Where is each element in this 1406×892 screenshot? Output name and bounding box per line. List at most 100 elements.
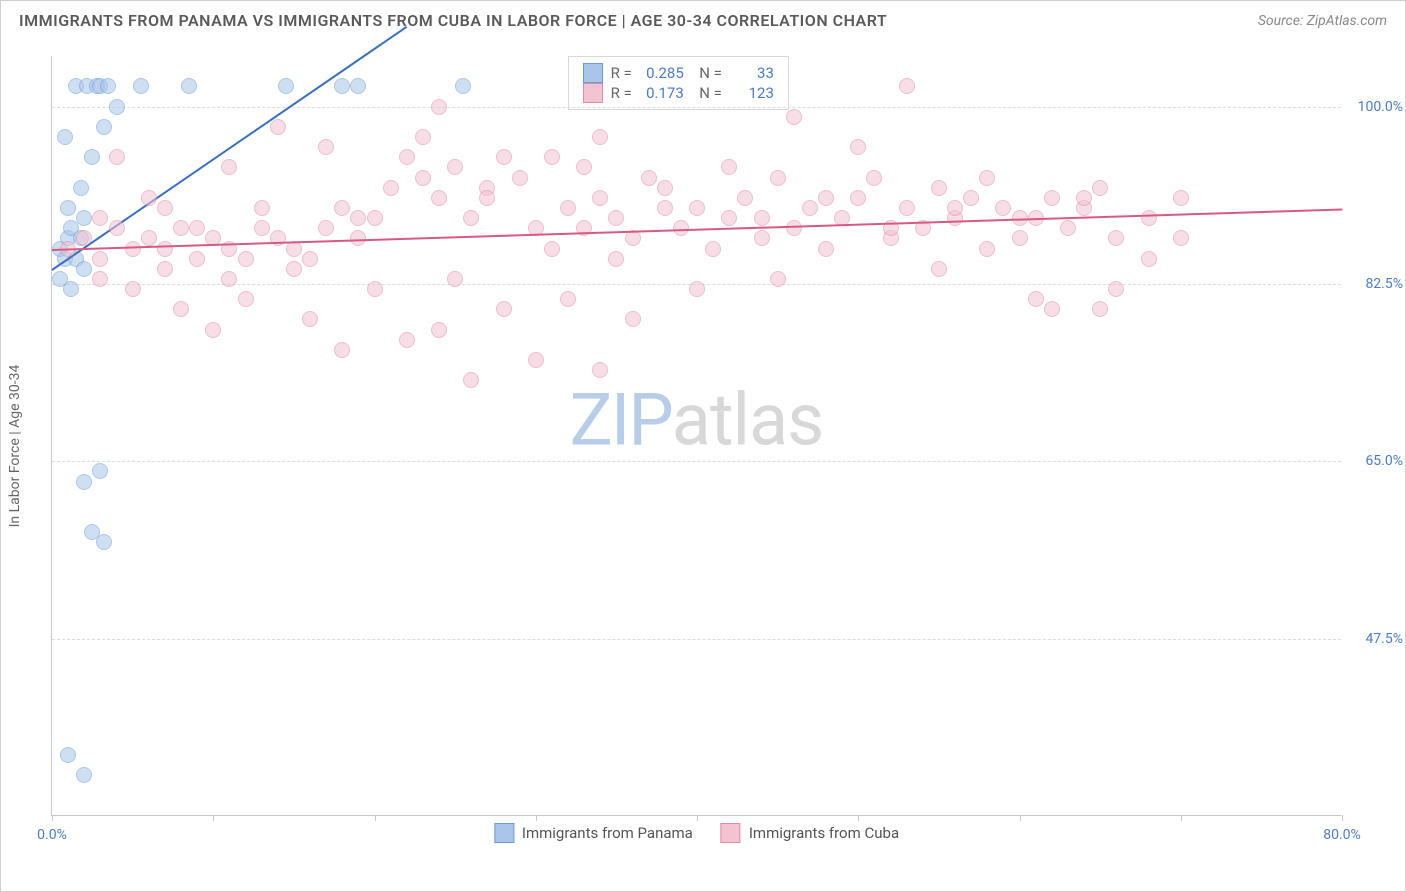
scatter-point [141, 190, 157, 206]
scatter-point [76, 261, 92, 277]
scatter-point [270, 119, 286, 135]
swatch-cuba [583, 83, 603, 103]
xtick [1181, 815, 1182, 821]
scatter-point [754, 230, 770, 246]
gridline-h [52, 639, 1341, 640]
stats-legend-box: R = 0.285 N = 33 R = 0.173 N = 123 [568, 56, 789, 110]
scatter-point [802, 200, 818, 216]
scatter-point [721, 159, 737, 175]
gridline-h [52, 107, 1341, 108]
scatter-point [899, 200, 915, 216]
scatter-point [157, 261, 173, 277]
scatter-point [689, 200, 705, 216]
scatter-point [608, 251, 624, 267]
scatter-point [1108, 281, 1124, 297]
scatter-point [947, 200, 963, 216]
stats-r-label: R = [611, 64, 632, 82]
scatter-point [1044, 301, 1060, 317]
scatter-point [608, 210, 624, 226]
scatter-point [641, 170, 657, 186]
scatter-point [383, 180, 399, 196]
scatter-point [173, 301, 189, 317]
watermark: ZIPatlas [570, 378, 824, 463]
scatter-point [850, 139, 866, 155]
scatter-point [302, 311, 318, 327]
scatter-point [334, 78, 350, 94]
scatter-point [286, 261, 302, 277]
chart-source: Source: ZipAtlas.com [1258, 13, 1387, 29]
scatter-point [76, 767, 92, 783]
xtick [1020, 815, 1021, 821]
scatter-point [1108, 230, 1124, 246]
scatter-point [76, 474, 92, 490]
xtick-label: 80.0% [1323, 827, 1361, 843]
scatter-point [302, 251, 318, 267]
xtick [536, 815, 537, 821]
scatter-point [60, 747, 76, 763]
stats-r-cuba: 0.173 [640, 84, 684, 102]
scatter-point [334, 200, 350, 216]
scatter-point [141, 230, 157, 246]
scatter-point [399, 332, 415, 348]
scatter-point [350, 78, 366, 94]
scatter-point [350, 210, 366, 226]
scatter-point [770, 170, 786, 186]
scatter-point [818, 190, 834, 206]
scatter-point [1092, 180, 1108, 196]
scatter-point [254, 220, 270, 236]
scatter-point [100, 78, 116, 94]
scatter-point [205, 322, 221, 338]
scatter-point [431, 322, 447, 338]
scatter-point [512, 170, 528, 186]
scatter-point [1173, 230, 1189, 246]
scatter-point [367, 281, 383, 297]
bottom-legend: Immigrants from Panama Immigrants from C… [494, 823, 899, 843]
scatter-point [528, 352, 544, 368]
stats-r-label: R = [611, 84, 632, 102]
scatter-point [963, 190, 979, 206]
scatter-point [592, 362, 608, 378]
scatter-point [431, 99, 447, 115]
scatter-point [1092, 301, 1108, 317]
scatter-point [76, 230, 92, 246]
scatter-point [157, 200, 173, 216]
stats-n-cuba: 123 [730, 84, 774, 102]
scatter-point [1076, 190, 1092, 206]
scatter-point [560, 200, 576, 216]
scatter-point [96, 119, 112, 135]
scatter-point [415, 129, 431, 145]
scatter-point [318, 220, 334, 236]
scatter-point [1173, 190, 1189, 206]
xtick [858, 815, 859, 821]
scatter-point [1028, 291, 1044, 307]
ytick-label: 82.5% [1347, 276, 1403, 292]
scatter-point [109, 99, 125, 115]
scatter-point [92, 210, 108, 226]
legend-label-panama: Immigrants from Panama [522, 824, 693, 842]
scatter-point [455, 78, 471, 94]
scatter-point [57, 129, 73, 145]
scatter-point [786, 220, 802, 236]
scatter-point [415, 170, 431, 186]
scatter-point [334, 342, 350, 358]
scatter-point [754, 210, 770, 226]
scatter-point [125, 281, 141, 297]
scatter-point [92, 463, 108, 479]
legend-item-cuba: Immigrants from Cuba [721, 823, 899, 843]
stats-row-cuba: R = 0.173 N = 123 [583, 83, 774, 103]
scatter-point [979, 170, 995, 186]
scatter-point [463, 210, 479, 226]
scatter-point [92, 271, 108, 287]
stats-row-panama: R = 0.285 N = 33 [583, 63, 774, 83]
scatter-point [96, 534, 112, 550]
xtick [1342, 815, 1343, 821]
xtick [52, 815, 53, 821]
scatter-point [173, 220, 189, 236]
xtick [375, 815, 376, 821]
scatter-point [254, 200, 270, 216]
scatter-point [221, 159, 237, 175]
chart-header: IMMIGRANTS FROM PANAMA VS IMMIGRANTS FRO… [1, 1, 1405, 36]
scatter-point [592, 129, 608, 145]
plot-area: ZIPatlas R = 0.285 N = 33 R = 0.173 N = … [51, 56, 1341, 816]
ytick-label: 47.5% [1347, 631, 1403, 647]
